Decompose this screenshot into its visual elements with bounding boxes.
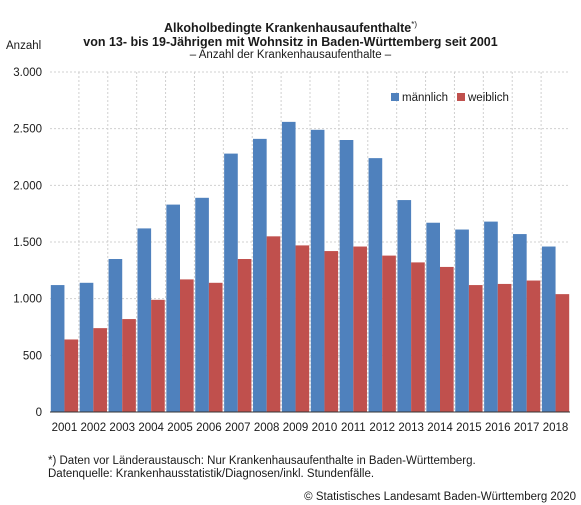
bar-weiblich <box>122 319 136 412</box>
bar-maennlich <box>541 246 556 412</box>
bar-weiblich <box>151 299 165 412</box>
x-tick-label: 2005 <box>167 422 193 434</box>
x-tick-label: 2003 <box>109 422 135 434</box>
footnote-line-1: *) Daten vor Länderaustausch: Nur Kranke… <box>48 455 476 467</box>
y-tick-label: 500 <box>23 350 42 362</box>
bar-weiblich <box>411 262 425 412</box>
bar-maennlich <box>137 228 152 412</box>
bar-maennlich <box>310 129 325 413</box>
x-tick-label: 2001 <box>52 422 78 434</box>
bar-maennlich <box>224 153 238 412</box>
y-axis-label: Anzahl <box>6 40 42 52</box>
footnote-line-2: Datenquelle: Krankenhausstatistik/Diagno… <box>48 468 375 480</box>
y-tick-label: 3.000 <box>13 67 42 79</box>
bar-maennlich <box>50 285 65 412</box>
bar-maennlich <box>166 204 180 412</box>
bar-weiblich <box>237 259 252 412</box>
bar-weiblich <box>440 266 454 412</box>
x-tick-label: 2016 <box>485 422 511 434</box>
x-tick-label: 2007 <box>225 422 251 434</box>
legend-swatch <box>457 93 465 101</box>
bar-maennlich <box>281 121 296 412</box>
x-tick-label: 2012 <box>369 422 395 434</box>
x-tick-label: 2018 <box>543 422 569 434</box>
x-tick-label: 2002 <box>81 422 107 434</box>
bar-maennlich <box>195 197 209 412</box>
bar-weiblich <box>208 282 223 412</box>
bar-weiblich <box>382 255 396 412</box>
chart-title-block: Alkoholbedingte Krankenhausaufenthalte*)… <box>0 18 581 62</box>
bar-maennlich <box>253 138 267 412</box>
bar-weiblich <box>93 328 107 412</box>
legend-label: weiblich <box>467 92 509 104</box>
legend-swatch <box>391 93 399 101</box>
y-tick-label: 2.000 <box>13 180 42 192</box>
chart-title: Alkoholbedingte Krankenhausaufenthalte*) <box>0 18 581 35</box>
bar-weiblich <box>526 280 541 412</box>
x-tick-label: 2013 <box>398 422 424 434</box>
bar-maennlich <box>426 222 440 412</box>
x-tick-label: 2009 <box>283 422 309 434</box>
x-tick-label: 2006 <box>196 422 222 434</box>
bar-weiblich <box>324 251 339 412</box>
bar-maennlich <box>513 234 527 412</box>
x-tick-label: 2010 <box>312 422 338 434</box>
bar-maennlich <box>397 200 412 412</box>
x-tick-label: 2014 <box>427 422 453 434</box>
x-tick-label: 2011 <box>341 422 366 434</box>
bar-maennlich <box>339 140 354 412</box>
bar-weiblich <box>497 283 512 412</box>
x-tick-label: 2017 <box>514 422 540 434</box>
bar-weiblich <box>353 246 367 412</box>
chart-title-marker: *) <box>411 20 418 29</box>
y-tick-label: 2.500 <box>13 124 42 136</box>
bar-maennlich <box>484 221 498 412</box>
y-tick-label: 1.000 <box>13 294 42 306</box>
bar-maennlich <box>368 158 383 412</box>
y-tick-label: 1.500 <box>13 237 42 249</box>
bar-maennlich <box>79 282 94 412</box>
x-tick-label: 2008 <box>254 422 280 434</box>
chart-subtitle: – Anzahl der Krankenhausaufenthalte – <box>189 49 392 62</box>
bar-weiblich <box>266 236 281 412</box>
y-tick-label: 0 <box>36 407 42 419</box>
legend-label: männlich <box>402 92 448 104</box>
bar-weiblich <box>295 245 310 412</box>
bar-weiblich <box>555 294 570 412</box>
bar-weiblich <box>180 279 194 412</box>
bar-weiblich <box>468 285 483 412</box>
bar-maennlich <box>108 259 123 412</box>
x-tick-label: 2004 <box>138 422 164 434</box>
x-tick-label: 2015 <box>456 422 482 434</box>
copyright-text: © Statistisches Landesamt Baden-Württemb… <box>304 491 576 503</box>
bar-maennlich <box>455 229 469 412</box>
chart-title-main: Alkoholbedingte Krankenhausaufenthalte <box>163 21 412 36</box>
bar-weiblich <box>64 339 79 412</box>
chart-title-line2: von 13- bis 19-Jährigen mit Wohnsitz in … <box>83 35 498 50</box>
